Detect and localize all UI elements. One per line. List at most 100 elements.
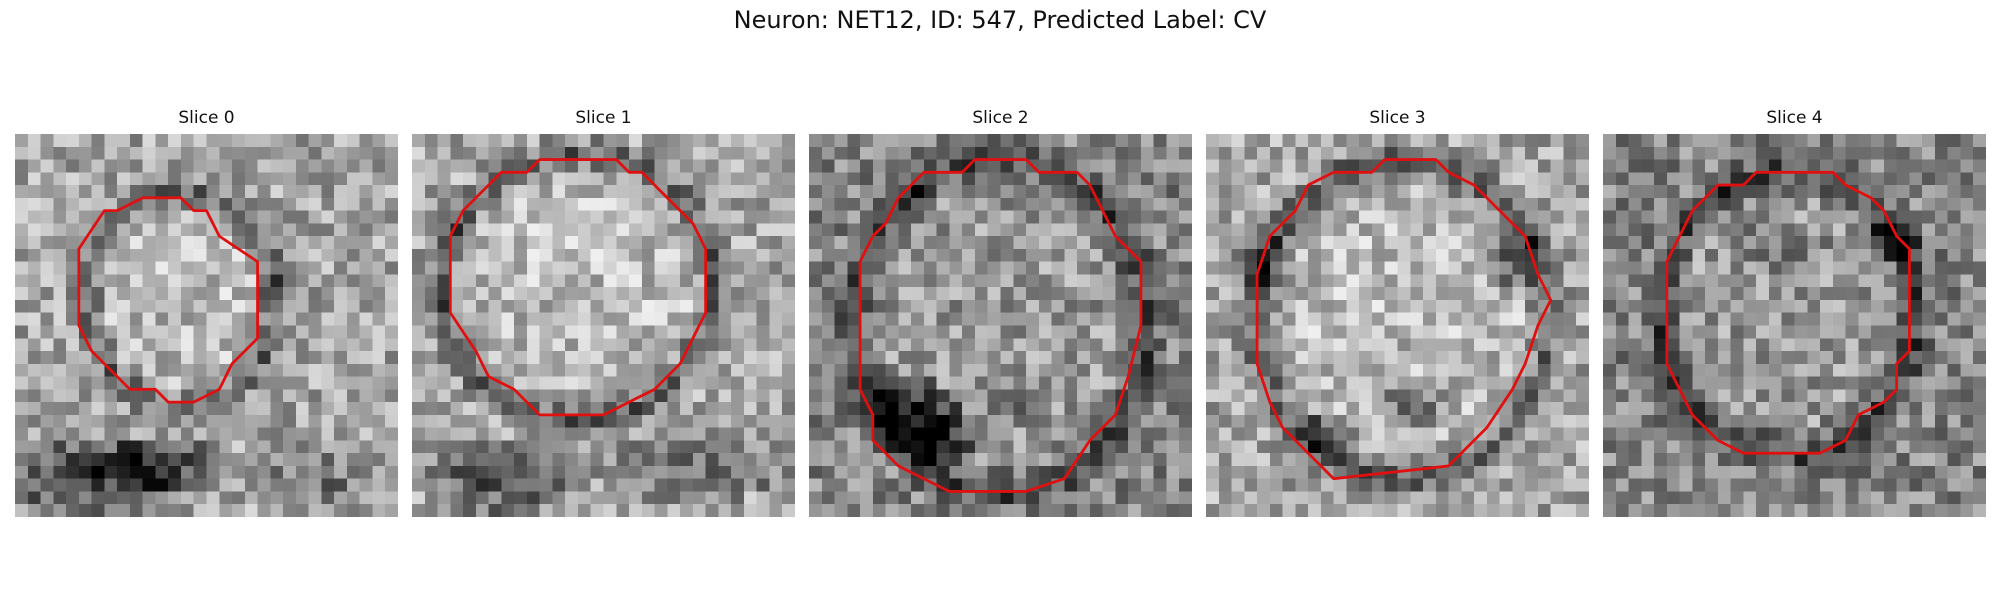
image-pixel: [1794, 389, 1808, 403]
image-pixel: [1166, 363, 1180, 377]
image-pixel: [359, 491, 373, 505]
image-pixel: [1960, 376, 1974, 390]
image-pixel: [1820, 325, 1834, 339]
image-pixel: [450, 197, 464, 211]
image-pixel: [1038, 491, 1052, 505]
image-pixel: [1973, 223, 1986, 237]
image-pixel: [1871, 185, 1885, 199]
image-pixel: [616, 312, 630, 326]
image-pixel: [155, 223, 169, 237]
image-pixel: [1883, 261, 1897, 275]
image-pixel: [1397, 351, 1411, 365]
image-pixel: [821, 376, 835, 390]
image-pixel: [1000, 223, 1014, 237]
image-pixel: [526, 146, 540, 160]
image-pixel: [1768, 465, 1782, 479]
image-pixel: [1654, 312, 1668, 326]
image-pixel: [1537, 325, 1551, 339]
image-pixel: [1679, 427, 1693, 441]
image-pixel: [680, 236, 694, 250]
image-pixel: [1486, 427, 1500, 441]
image-pixel: [372, 185, 386, 199]
image-pixel: [1231, 312, 1245, 326]
image-pixel: [1794, 478, 1808, 492]
image-pixel: [565, 504, 579, 517]
image-pixel: [66, 159, 80, 173]
image-pixel: [769, 287, 783, 301]
image-pixel: [1858, 248, 1872, 262]
image-pixel: [1140, 223, 1154, 237]
image-pixel: [1269, 440, 1283, 454]
image-pixel: [1692, 491, 1706, 505]
image-pixel: [654, 159, 668, 173]
image-pixel: [1909, 504, 1923, 517]
image-pixel: [129, 261, 143, 275]
image-pixel: [1768, 376, 1782, 390]
image-pixel: [53, 376, 67, 390]
image-pixel: [1410, 389, 1424, 403]
image-pixel: [718, 465, 732, 479]
image-pixel: [834, 351, 848, 365]
image-pixel: [1537, 427, 1551, 441]
image-pixel: [847, 210, 861, 224]
image-pixel: [1512, 414, 1526, 428]
image-pixel: [1320, 134, 1334, 148]
image-pixel: [1448, 465, 1462, 479]
image-pixel: [346, 287, 360, 301]
image-pixel: [1628, 248, 1642, 262]
image-pixel: [1896, 414, 1910, 428]
image-pixel: [270, 185, 284, 199]
image-pixel: [1947, 427, 1961, 441]
image-pixel: [1013, 427, 1027, 441]
image-pixel: [1499, 159, 1513, 173]
slice-title-2: Slice 2: [972, 108, 1029, 128]
image-pixel: [1115, 325, 1129, 339]
image-pixel: [257, 351, 271, 365]
image-pixel: [412, 504, 426, 517]
image-pixel: [1206, 478, 1220, 492]
image-pixel: [334, 402, 348, 416]
image-pixel: [1282, 134, 1296, 148]
image-pixel: [1743, 236, 1757, 250]
image-pixel: [1397, 453, 1411, 467]
image-pixel: [1359, 248, 1373, 262]
image-pixel: [1423, 402, 1437, 416]
image-pixel: [1346, 402, 1360, 416]
image-pixel: [1333, 440, 1347, 454]
image-pixel: [514, 465, 528, 479]
image-pixel: [1615, 491, 1629, 505]
image-pixel: [1858, 134, 1872, 148]
image-pixel: [1807, 159, 1821, 173]
image-pixel: [1000, 389, 1014, 403]
image-pixel: [168, 312, 182, 326]
image-pixel: [1153, 453, 1167, 467]
image-pixel: [155, 210, 169, 224]
image-pixel: [1410, 414, 1424, 428]
image-pixel: [962, 146, 976, 160]
image-pixel: [437, 287, 451, 301]
image-pixel: [885, 465, 899, 479]
image-pixel: [180, 261, 194, 275]
image-pixel: [27, 351, 41, 365]
image-pixel: [78, 210, 92, 224]
image-pixel: [1934, 210, 1948, 224]
image-pixel: [1641, 312, 1655, 326]
image-pixel: [1768, 402, 1782, 416]
image-pixel: [1512, 338, 1526, 352]
image-pixel: [1666, 287, 1680, 301]
image-pixel: [552, 465, 566, 479]
image-pixel: [1140, 312, 1154, 326]
image-pixel: [1858, 299, 1872, 313]
image-pixel: [565, 197, 579, 211]
image-pixel: [1705, 414, 1719, 428]
image-pixel: [1244, 159, 1258, 173]
image-pixel: [1615, 427, 1629, 441]
image-pixel: [577, 351, 591, 365]
image-pixel: [501, 287, 515, 301]
image-pixel: [1013, 185, 1027, 199]
image-pixel: [1615, 236, 1629, 250]
roi-contour-2: [858, 158, 1143, 493]
image-pixel: [91, 376, 105, 390]
image-pixel: [1768, 261, 1782, 275]
image-pixel: [1077, 261, 1091, 275]
